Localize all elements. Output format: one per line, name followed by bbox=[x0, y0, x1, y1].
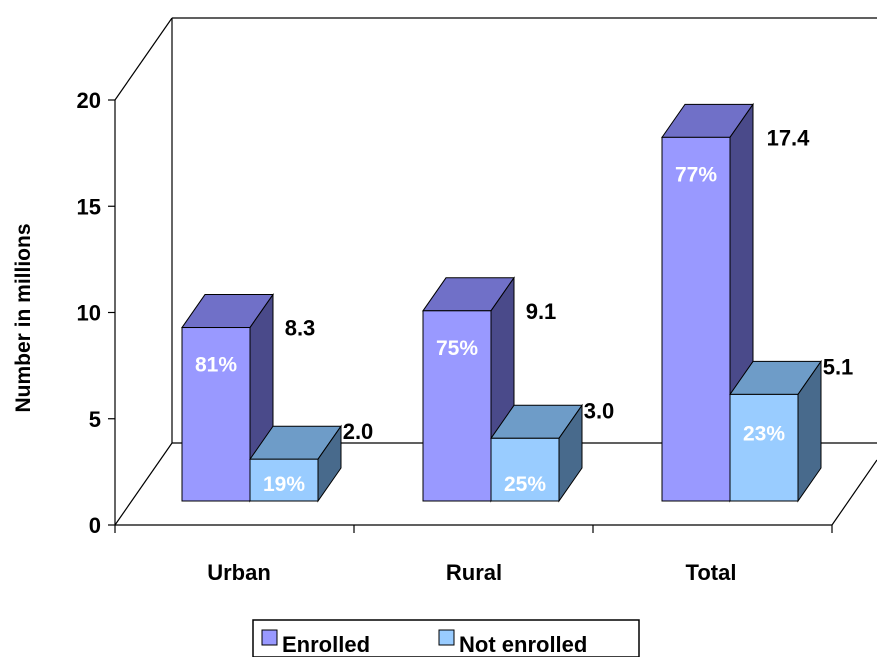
floor-left-edge bbox=[114, 442, 173, 526]
bar-front-face bbox=[490, 437, 560, 502]
pct-label: 75% bbox=[436, 337, 478, 360]
value-label: 2.0 bbox=[343, 419, 374, 444]
y-axis-title: Number in millions bbox=[12, 223, 35, 412]
legend-swatch-enrolled bbox=[261, 629, 278, 646]
pct-label: 25% bbox=[504, 473, 546, 496]
bar-front-face bbox=[661, 136, 731, 502]
legend-swatch-not-enrolled bbox=[438, 629, 455, 646]
value-label: 9.1 bbox=[526, 299, 557, 324]
value-label: 17.4 bbox=[767, 125, 811, 150]
legend: Enrolled Not enrolled bbox=[252, 619, 640, 657]
y-tick-label: 20 bbox=[77, 88, 101, 113]
bar-front-face bbox=[729, 393, 799, 502]
bar-front-face bbox=[422, 310, 492, 502]
bar-front-face bbox=[181, 327, 251, 502]
labels: 81% 8.3 19% 2.0 Urban 75% 9.1 25% 3.0 Rural 77% 17.… bbox=[195, 125, 853, 585]
y-tick-label: 0 bbox=[89, 513, 101, 538]
category-label: Total bbox=[686, 560, 737, 585]
value-label: 3.0 bbox=[584, 398, 615, 423]
legend-label: Not enrolled bbox=[459, 632, 587, 657]
legend-label: Enrolled bbox=[282, 632, 370, 657]
bar-not-enrolled-rural bbox=[490, 403, 583, 503]
category-label: Rural bbox=[446, 560, 502, 585]
pct-label: 77% bbox=[675, 163, 717, 186]
pct-label: 81% bbox=[195, 354, 237, 377]
pct-label: 19% bbox=[263, 473, 305, 496]
y-tick-label: 10 bbox=[77, 301, 101, 326]
wall-top-left-edge bbox=[114, 17, 173, 101]
value-label: 8.3 bbox=[285, 316, 316, 341]
pct-label: 23% bbox=[743, 422, 785, 445]
y-tick-label: 15 bbox=[77, 194, 101, 219]
bar-not-enrolled-urban bbox=[249, 424, 342, 503]
bar-front-face bbox=[249, 458, 319, 502]
floor-right-edge bbox=[831, 459, 877, 526]
bar-not-enrolled-total bbox=[729, 359, 822, 503]
y-tick-label: 5 bbox=[89, 407, 101, 432]
category-label: Urban bbox=[207, 560, 271, 585]
value-label: 5.1 bbox=[823, 354, 854, 379]
bars bbox=[181, 102, 822, 503]
bar-enrolled-urban bbox=[181, 292, 274, 503]
